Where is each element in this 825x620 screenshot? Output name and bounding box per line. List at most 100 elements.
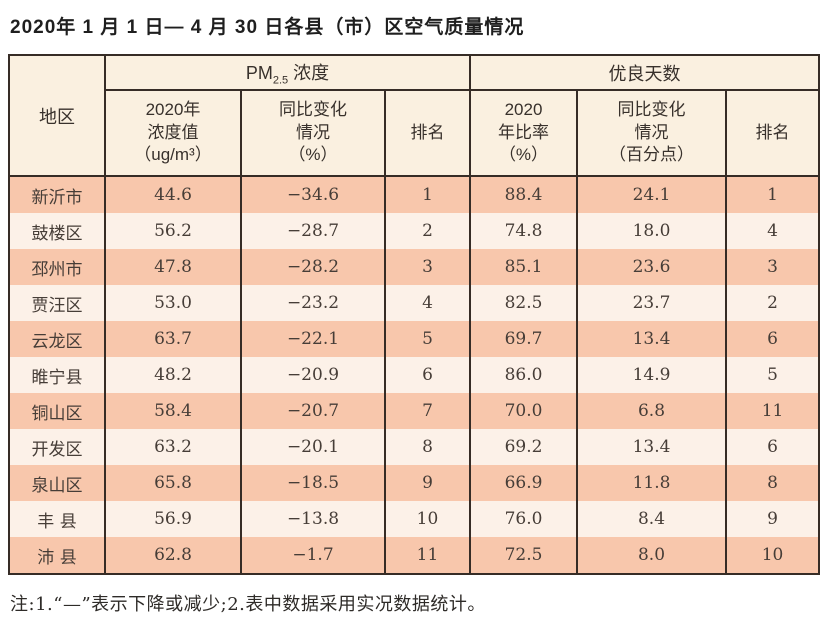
table-row: 邳州市 47.8 −28.2 3 85.1 23.6 3 (8, 249, 821, 285)
pm-change-cell: −28.7 (240, 213, 386, 249)
pm-rank-cell: 5 (384, 321, 471, 357)
gd-change-cell: 18.0 (576, 213, 727, 249)
gd-ratio-cell: 74.8 (469, 213, 578, 249)
col-header-pm-rank: 排名 (384, 90, 471, 177)
col-header-gd-rank: 排名 (724, 90, 821, 177)
region-cell: 云龙区 (8, 321, 106, 357)
pm25-subscript: 2.5 (272, 74, 289, 87)
air-quality-table: 地区 PM2.5 浓度 优良天数 2020年 浓度值 （ug/m³） 同比变化 … (8, 54, 821, 575)
pm25-label-rest: 浓度 (288, 62, 330, 83)
pm-value-cell: 44.6 (104, 176, 242, 213)
pm25-label: PM (245, 62, 273, 83)
gd-rank-cell: 1 (724, 176, 821, 213)
gd-change-cell: 8.0 (576, 537, 727, 574)
gd-ratio-cell: 69.2 (469, 429, 578, 465)
table-body: 新沂市 44.6 −34.6 1 88.4 24.1 1 鼓楼区 56.2 −2… (8, 176, 821, 574)
gd-change-cell: 24.1 (576, 176, 727, 213)
region-cell: 泉山区 (8, 465, 106, 501)
col-header-region: 地区 (8, 55, 106, 177)
pm-change-cell: −20.9 (240, 357, 386, 393)
pm-value-cell: 56.9 (104, 501, 242, 537)
pm-value-cell: 48.2 (104, 357, 242, 393)
gd-rank-cell: 6 (724, 429, 821, 465)
pm-change-cell: −34.6 (240, 176, 386, 213)
pm-change-cell: −23.2 (240, 285, 386, 321)
gd-change-cell: 14.9 (576, 357, 727, 393)
region-cell: 邳州市 (8, 249, 106, 285)
col-group-pm25: PM2.5 浓度 (104, 55, 471, 91)
pm-rank-cell: 2 (384, 213, 471, 249)
gd-change-cell: 8.4 (576, 501, 727, 537)
table-row: 贾汪区 53.0 −23.2 4 82.5 23.7 2 (8, 285, 821, 321)
table-row: 泉山区 65.8 −18.5 9 66.9 11.8 8 (8, 465, 821, 501)
gd-change-cell: 11.8 (576, 465, 727, 501)
pm-change-cell: −20.7 (240, 393, 386, 429)
pm-value-cell: 47.8 (104, 249, 242, 285)
region-cell: 沛 县 (8, 537, 106, 574)
gd-ratio-cell: 76.0 (469, 501, 578, 537)
footnote: 注:1.“—”表示下降或减少;2.表中数据采用实况数据统计。 (10, 594, 486, 615)
gd-ratio-cell: 66.9 (469, 465, 578, 501)
page-title: 2020年 1 月 1 日— 4 月 30 日各县（市）区空气质量情况 (10, 17, 525, 38)
gd-ratio-cell: 82.5 (469, 285, 578, 321)
col-header-pm-change: 同比变化 情况 （%） (240, 90, 386, 177)
pm-rank-cell: 7 (384, 393, 471, 429)
pm-change-cell: −22.1 (240, 321, 386, 357)
region-cell: 贾汪区 (8, 285, 106, 321)
gd-change-cell: 13.4 (576, 429, 727, 465)
pm-change-cell: −18.5 (240, 465, 386, 501)
gd-rank-cell: 11 (724, 393, 821, 429)
region-cell: 丰 县 (8, 501, 106, 537)
col-group-good-days: 优良天数 (468, 55, 821, 91)
gd-ratio-cell: 85.1 (469, 249, 578, 285)
table-row: 开发区 63.2 −20.1 8 69.2 13.4 6 (8, 429, 821, 465)
gd-ratio-cell: 70.0 (469, 393, 578, 429)
table-row: 丰 县 56.9 −13.8 10 76.0 8.4 9 (8, 501, 821, 537)
table-header: 地区 PM2.5 浓度 优良天数 2020年 浓度值 （ug/m³） 同比变化 … (8, 55, 821, 177)
col-header-pm-value: 2020年 浓度值 （ug/m³） (104, 90, 242, 177)
col-header-gd-change: 同比变化 情况 （百分点） (576, 90, 727, 177)
pm-value-cell: 63.2 (104, 429, 242, 465)
gd-ratio-cell: 69.7 (469, 321, 578, 357)
table-row: 铜山区 58.4 −20.7 7 70.0 6.8 11 (8, 393, 821, 429)
gd-change-cell: 13.4 (576, 321, 727, 357)
pm-rank-cell: 6 (384, 357, 471, 393)
region-cell: 鼓楼区 (8, 213, 106, 249)
gd-rank-cell: 6 (724, 321, 821, 357)
pm-value-cell: 62.8 (104, 537, 242, 574)
table-row: 沛 县 62.8 −1.7 11 72.5 8.0 10 (8, 537, 821, 574)
pm-change-cell: −28.2 (240, 249, 386, 285)
pm-rank-cell: 10 (384, 501, 471, 537)
table-row: 云龙区 63.7 −22.1 5 69.7 13.4 6 (8, 321, 821, 357)
gd-rank-cell: 2 (724, 285, 821, 321)
gd-rank-cell: 10 (724, 537, 821, 574)
pm-value-cell: 65.8 (104, 465, 242, 501)
gd-rank-cell: 9 (724, 501, 821, 537)
region-cell: 铜山区 (8, 393, 106, 429)
pm-rank-cell: 11 (384, 537, 471, 574)
region-cell: 开发区 (8, 429, 106, 465)
col-header-gd-ratio: 2020 年比率 （%） (469, 90, 578, 177)
pm-change-cell: −13.8 (240, 501, 386, 537)
table-row: 睢宁县 48.2 −20.9 6 86.0 14.9 5 (8, 357, 821, 393)
pm-value-cell: 58.4 (104, 393, 242, 429)
pm-value-cell: 63.7 (104, 321, 242, 357)
gd-rank-cell: 8 (724, 465, 821, 501)
pm-change-cell: −20.1 (240, 429, 386, 465)
gd-rank-cell: 4 (724, 213, 821, 249)
pm-rank-cell: 1 (384, 176, 471, 213)
pm-value-cell: 53.0 (104, 285, 242, 321)
gd-change-cell: 6.8 (576, 393, 727, 429)
table-row: 鼓楼区 56.2 −28.7 2 74.8 18.0 4 (8, 213, 821, 249)
gd-ratio-cell: 88.4 (469, 176, 578, 213)
gd-ratio-cell: 86.0 (469, 357, 578, 393)
gd-change-cell: 23.6 (576, 249, 727, 285)
gd-rank-cell: 5 (724, 357, 821, 393)
pm-rank-cell: 4 (384, 285, 471, 321)
table-row: 新沂市 44.6 −34.6 1 88.4 24.1 1 (8, 176, 821, 213)
region-cell: 新沂市 (8, 176, 106, 213)
pm-change-cell: −1.7 (240, 537, 386, 574)
region-cell: 睢宁县 (8, 357, 106, 393)
pm-rank-cell: 9 (384, 465, 471, 501)
